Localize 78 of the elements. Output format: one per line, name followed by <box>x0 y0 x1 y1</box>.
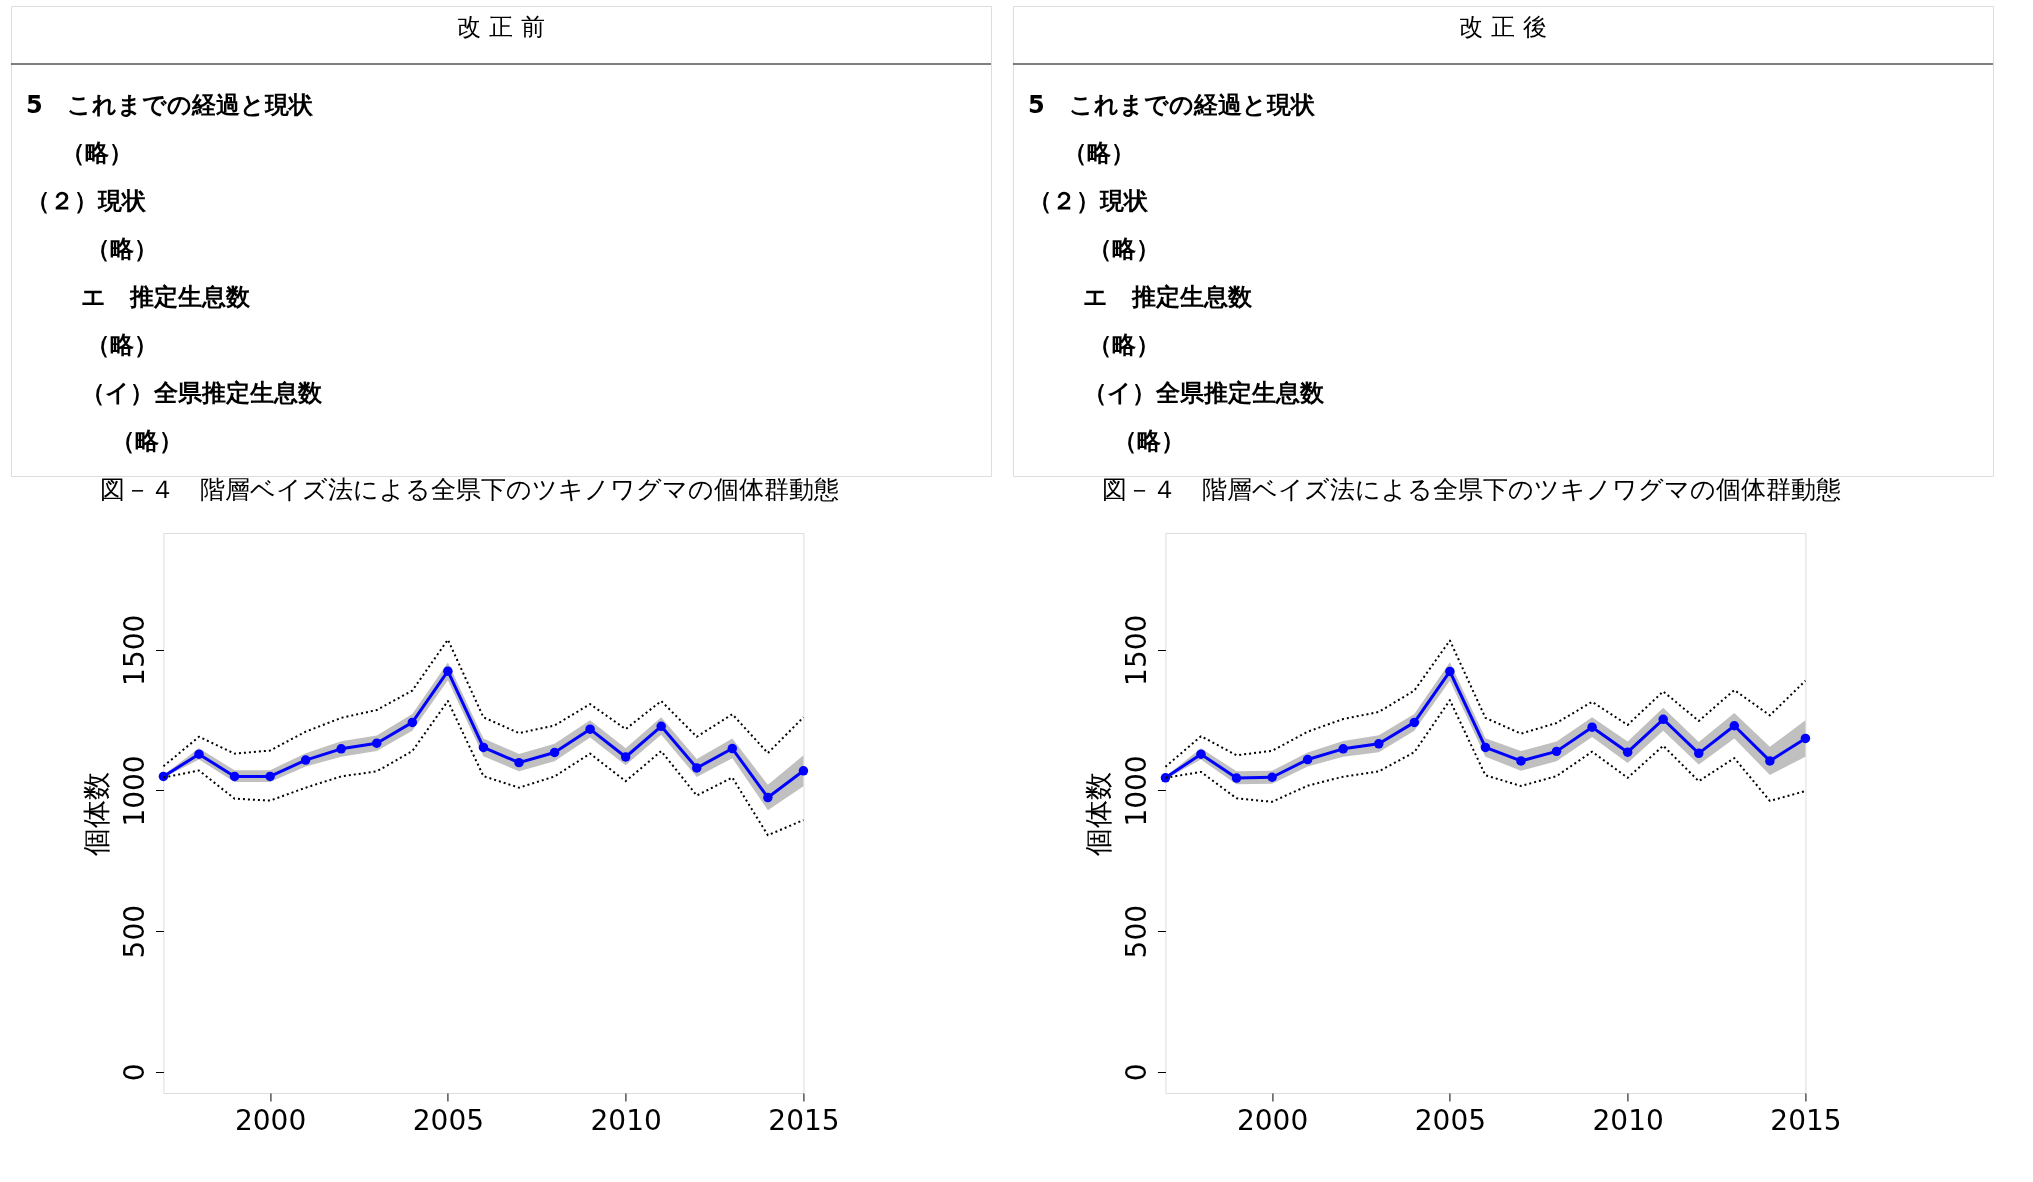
text: （２）現状 <box>1028 187 1149 215</box>
point <box>372 738 382 748</box>
y-tick-label: 500 <box>117 904 151 959</box>
point <box>1765 756 1775 766</box>
point <box>727 743 738 754</box>
y-axis-title: 個体数 <box>79 771 113 856</box>
text: （略） <box>61 139 133 167</box>
point <box>407 717 418 728</box>
line-series <box>162 638 805 768</box>
chart-title: 図－４ 階層ベイズ法による全県下のツキノワグマの個体群動態 <box>100 475 840 504</box>
point <box>1729 721 1740 731</box>
chart-title: 図－４ 階層ベイズ法による全県下のツキノワグマの個体群動態 <box>1102 475 1842 504</box>
point <box>1551 746 1562 757</box>
point <box>549 747 560 758</box>
y-tick-label: 500 <box>1119 904 1153 959</box>
point <box>158 771 169 782</box>
text: 改 正 後 <box>1459 13 1547 41</box>
y-axis-title: 個体数 <box>1081 771 1115 856</box>
text: （略） <box>1088 235 1160 263</box>
point <box>1587 722 1597 732</box>
y-tick-label: 1000 <box>1119 755 1153 827</box>
text: （イ）全県推定生息数 <box>1083 379 1325 407</box>
x-tick-label: 2005 <box>1414 1103 1487 1137</box>
text: （略） <box>86 235 158 263</box>
y-tick-label: 0 <box>117 1063 151 1082</box>
point <box>265 771 275 782</box>
point <box>1480 742 1491 753</box>
point <box>585 724 595 734</box>
y-tick-label: 1500 <box>117 614 151 686</box>
point <box>443 666 453 676</box>
text: エ 推定生息数 <box>1083 283 1253 311</box>
point <box>514 757 524 768</box>
point <box>1338 744 1348 754</box>
x-tick-label: 2000 <box>234 1103 307 1137</box>
point <box>1800 733 1811 744</box>
point <box>656 721 666 732</box>
point <box>798 766 809 776</box>
point <box>692 763 702 773</box>
point <box>620 752 631 762</box>
x-tick-label: 2010 <box>590 1103 662 1137</box>
point <box>1160 773 1171 783</box>
point <box>1302 754 1313 765</box>
point <box>194 749 204 759</box>
text: （略） <box>1113 427 1185 455</box>
y-tick-label: 1500 <box>1119 614 1153 686</box>
point <box>763 792 773 803</box>
text: 改 正 前 <box>457 13 545 41</box>
point <box>1374 739 1384 749</box>
y-tick-label: 1000 <box>117 755 151 827</box>
text: 5 これまでの経過と現状 <box>26 91 314 119</box>
x-tick-label: 2015 <box>768 1103 840 1137</box>
text: 5 これまでの経過と現状 <box>1028 91 1316 119</box>
text: （略） <box>1063 139 1135 167</box>
x-tick-label: 2015 <box>1770 1103 1842 1137</box>
text: （略） <box>111 427 183 455</box>
point <box>1516 756 1526 766</box>
point <box>1231 773 1242 783</box>
text: エ 推定生息数 <box>81 283 251 311</box>
y-tick-label: 0 <box>1119 1063 1153 1082</box>
point <box>1196 749 1206 759</box>
text: （略） <box>1088 331 1160 359</box>
point <box>1445 666 1455 677</box>
x-tick-label: 2000 <box>1236 1103 1309 1137</box>
point <box>1267 772 1277 782</box>
point <box>229 771 240 782</box>
point <box>478 742 489 753</box>
point <box>1409 717 1420 728</box>
x-tick-label: 2005 <box>412 1103 485 1137</box>
text: （略） <box>86 331 158 359</box>
x-tick-label: 2010 <box>1592 1103 1664 1137</box>
point <box>1622 747 1633 757</box>
text: （２）現状 <box>26 187 147 215</box>
point <box>336 744 346 754</box>
point <box>1694 748 1704 759</box>
point <box>1658 714 1668 725</box>
line-series <box>1164 639 1807 768</box>
point <box>300 755 311 765</box>
text: （イ）全県推定生息数 <box>81 379 323 407</box>
